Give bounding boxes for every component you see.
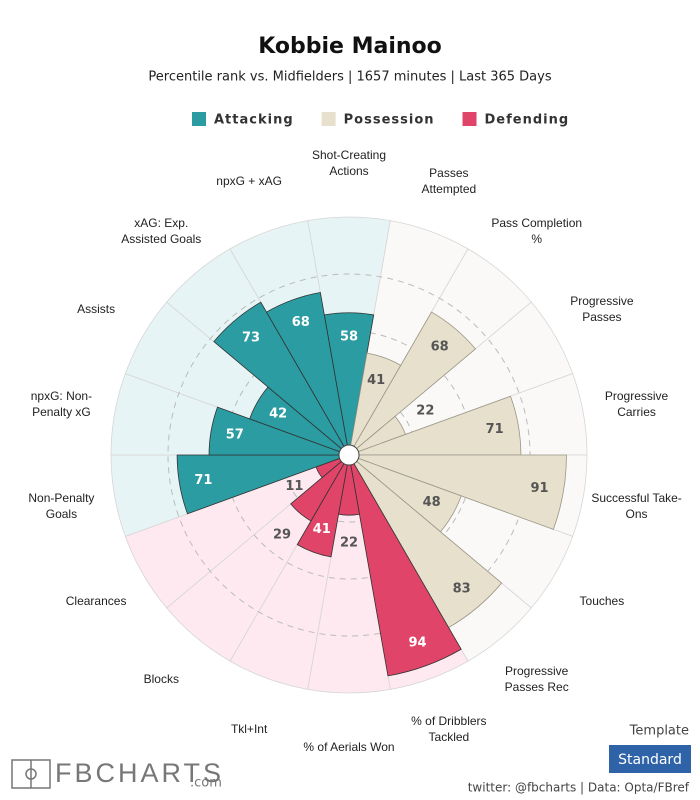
category-label: Shot-Creating Actions (311, 148, 387, 178)
logo-suffix: .com (190, 776, 222, 791)
value-label: 11 (285, 479, 303, 494)
legend-label: Defending (485, 113, 570, 128)
chart-title: Kobbie Mainoo (258, 34, 442, 59)
category-label: xAG: Exp. Assisted Goals (121, 216, 202, 247)
category-label: npxG + xAG (216, 173, 282, 188)
legend: Attacking Possession Defending (192, 112, 570, 128)
category-label: Blocks (143, 671, 179, 686)
category-label: Clearances (65, 594, 127, 608)
logo-icon-circle (25, 768, 37, 780)
value-label: 83 (453, 582, 471, 597)
category-label: % of Dribblers Tackled (411, 714, 487, 745)
value-label: 48 (423, 495, 441, 510)
category-label: Progressive Passes (570, 294, 634, 324)
category-label: Tkl+Int (230, 722, 268, 737)
value-label: 57 (226, 427, 244, 442)
template-badge (609, 745, 691, 773)
value-label: 94 (408, 636, 426, 651)
value-label: 73 (242, 331, 260, 346)
legend-swatch (321, 112, 336, 126)
value-label: 41 (367, 373, 385, 388)
value-label: 71 (486, 422, 504, 437)
value-label: 42 (269, 407, 287, 422)
category-label: % of Aerials Won (303, 740, 395, 754)
legend-label: Attacking (214, 113, 294, 128)
bars (176, 292, 567, 677)
value-label: 68 (431, 339, 449, 354)
logo: FBCHARTS .com (11, 758, 224, 791)
credit: twitter: @fbcharts | Data: Opta/FBref (468, 781, 690, 795)
template-name: Standard (618, 752, 682, 768)
category-label: Successful Take-Ons (591, 490, 682, 521)
value-label: 68 (292, 315, 310, 330)
category-label: Progressive Passes Rec (504, 663, 569, 694)
category-label: npxG: Non-Penalty xG (30, 389, 93, 420)
value-label: 29 (273, 527, 291, 542)
category-label: Non-Penalty Goals (28, 490, 95, 521)
value-label: 58 (340, 329, 358, 344)
legend-label: Possession (344, 113, 435, 128)
value-label: 41 (313, 522, 331, 537)
category-label: Touches (579, 594, 625, 608)
value-label: 22 (340, 536, 358, 551)
legend-swatch (192, 112, 206, 126)
center-hole (338, 444, 360, 466)
category-label: Progressive Carries (604, 389, 669, 420)
value-label: 71 (194, 473, 212, 488)
logo-text: FBCHARTS (55, 758, 224, 788)
value-label: 91 (530, 481, 548, 496)
legend-swatch (462, 112, 477, 126)
value-labels: 58 41 68 22 71 91 48 83 94 22 41 29 11 71 57 42 73 68 (194, 315, 548, 651)
category-label: Passes Attempted (421, 165, 477, 196)
value-label: 22 (416, 403, 434, 418)
chart-subtitle: Percentile rank vs. Midfielders | 1657 m… (148, 70, 551, 85)
category-label: Assists (77, 302, 116, 316)
category-label: Pass Completion % (491, 216, 583, 247)
template-label: Template (629, 724, 689, 739)
